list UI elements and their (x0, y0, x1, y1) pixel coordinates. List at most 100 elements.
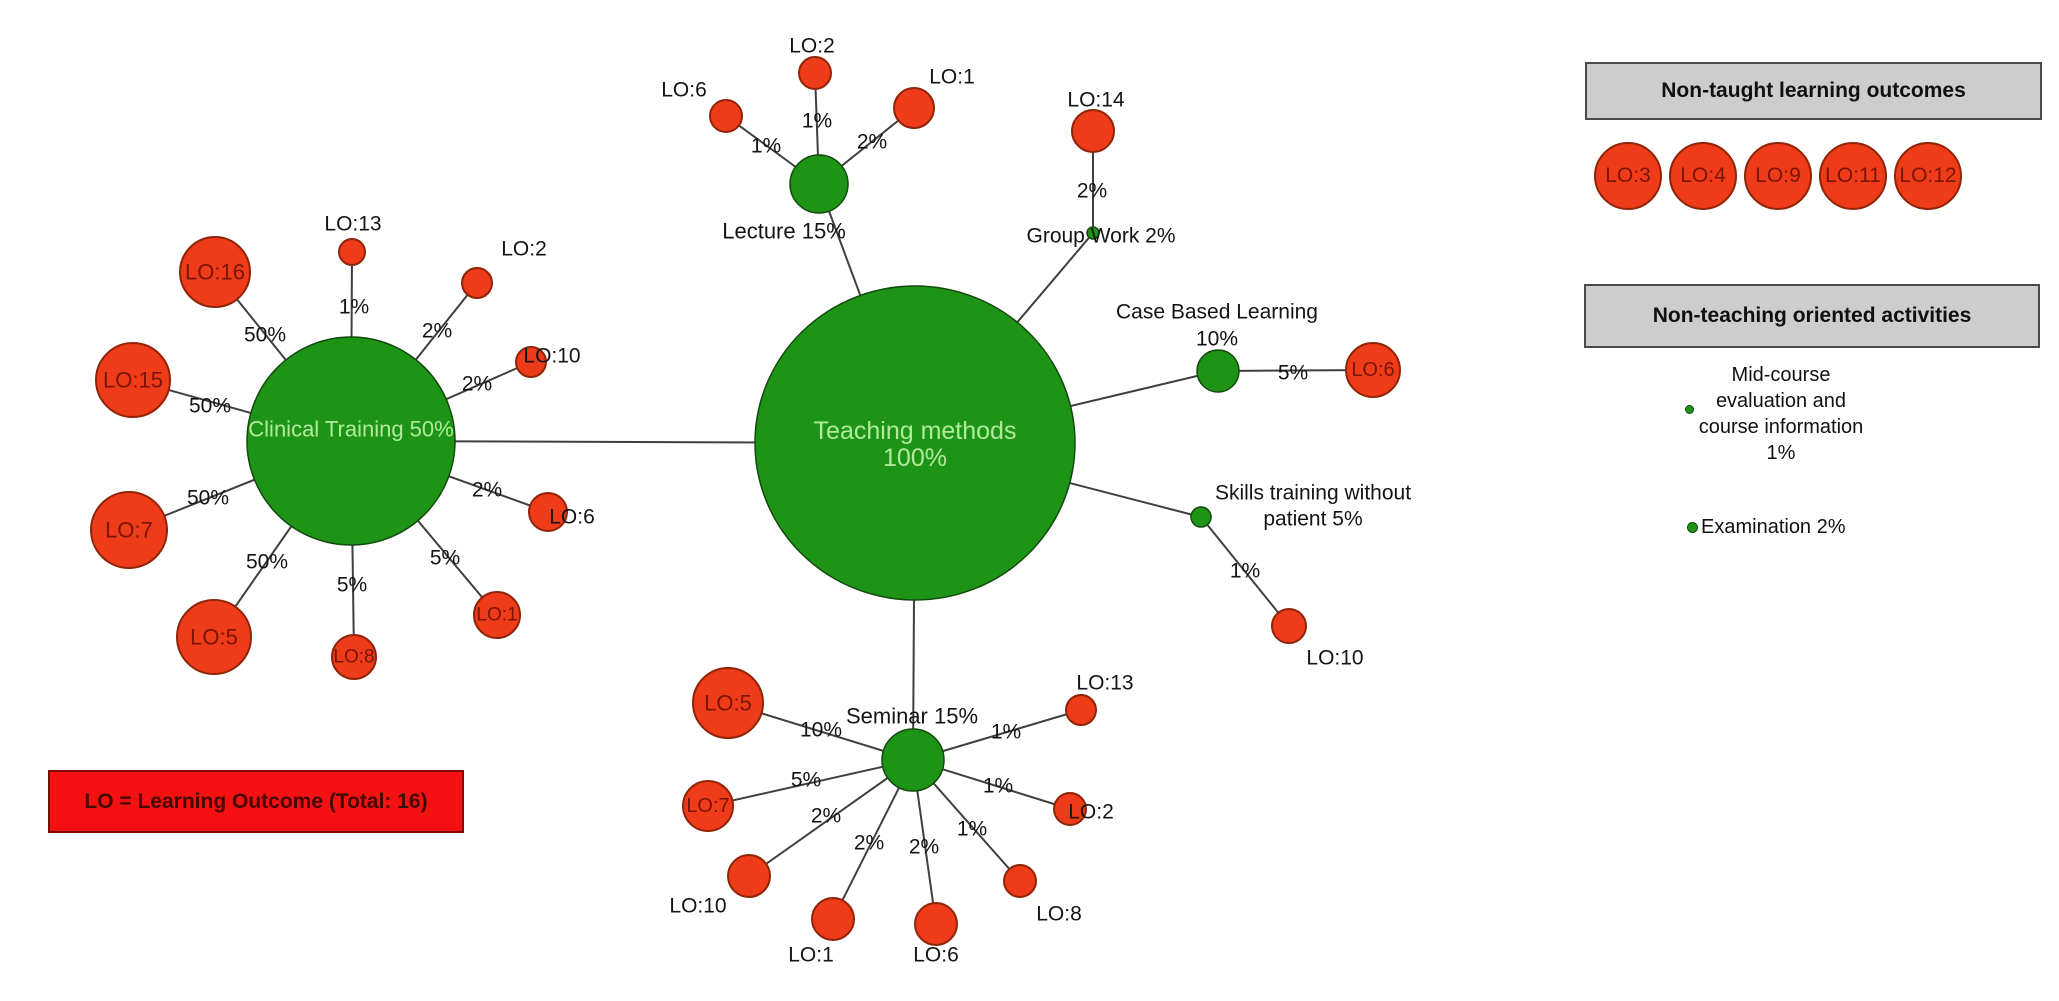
non-taught-header: Non-taught learning outcomes (1585, 62, 2042, 120)
non-taught-header-label: Non-taught learning outcomes (1661, 79, 1966, 102)
node-c10-circle (515, 346, 547, 378)
midcourse-item: Mid-course evaluation and course informa… (1656, 362, 1906, 466)
non-teaching-header: Non-teaching oriented activities (1584, 284, 2040, 348)
node-c2-circle (461, 267, 493, 299)
node-c15-label: LO:15 (103, 368, 163, 393)
node-c1-label: LO:1 (476, 605, 517, 626)
edge-label-seminar-se1: 2% (854, 832, 884, 855)
node-se8-circle (1003, 864, 1037, 898)
edge-label-seminar-se8: 1% (957, 818, 987, 841)
node-se2-label: LO:2 (1068, 801, 1114, 824)
node-c13-circle (338, 238, 366, 266)
node-se13-circle (1065, 694, 1097, 726)
non-taught-outcome: LO:3 (1594, 142, 1662, 210)
node-se5-circle (692, 667, 764, 739)
node-se10-circle (727, 854, 771, 898)
midcourse-bullet-dot-icon (1685, 405, 1694, 414)
edge-label-clinical-c2: 2% (422, 320, 452, 343)
node-l2-circle (798, 56, 832, 90)
non-taught-outcome: LO:11 (1819, 142, 1887, 210)
edge-seminar-se10 (748, 759, 914, 877)
node-se1-label: LO:1 (788, 944, 834, 967)
node-c7-circle (90, 491, 168, 569)
midcourse-line: Mid-course (1731, 364, 1831, 386)
node-se13-label: LO:13 (1076, 672, 1133, 695)
node-cb6-circle (1345, 342, 1401, 398)
edge-label-lecture-l2: 1% (802, 110, 832, 133)
node-teaching-circle (754, 285, 1076, 601)
node-skills-circle (1190, 506, 1212, 528)
node-s10-label: LO:10 (1306, 647, 1363, 670)
non-taught-outcome: LO:9 (1744, 142, 1812, 210)
node-c10-label: LO:10 (523, 345, 580, 368)
node-l1-circle (893, 87, 935, 129)
node-cb6-label: LO:6 (1351, 359, 1394, 381)
node-lecture-circle (789, 154, 849, 214)
node-seminar-label: Seminar 15% (846, 704, 978, 729)
edge-label-seminar-se2: 1% (983, 775, 1013, 798)
node-c15-circle (95, 342, 171, 418)
node-teaching-label: Teaching methods (814, 417, 1017, 445)
node-seminar-circle (881, 728, 945, 792)
edge-label-seminar-se10: 2% (811, 805, 841, 828)
edge-label-clinical-c1: 5% (430, 547, 460, 570)
node-c8-circle (331, 634, 377, 680)
node-c6-circle (528, 492, 568, 532)
edge-seminar-se7 (707, 759, 914, 807)
edge-label-lecture-l6: 1% (751, 135, 781, 158)
node-c16-circle (179, 236, 251, 308)
non-teaching-header-label: Non-teaching oriented activities (1652, 304, 1972, 327)
node-s10-circle (1271, 608, 1307, 644)
node-se6-label: LO:6 (913, 944, 959, 967)
node-skills-label: Skills training without (1215, 482, 1411, 505)
node-cbl-label: Case Based Learning (1116, 301, 1318, 324)
non-taught-outcome: LO:4 (1669, 142, 1737, 210)
node-se10-label: LO:10 (669, 895, 726, 918)
examination-bullet-dot-icon (1687, 521, 1698, 533)
legend-label: LO = Learning Outcome (Total: 16) (84, 789, 428, 813)
edge-label-clinical-c16: 50% (244, 324, 286, 347)
midcourse-line: 1% (1766, 442, 1796, 464)
node-l2-label: LO:2 (789, 35, 835, 58)
node-cbl-circle (1196, 349, 1240, 393)
edge-label-seminar-se6: 2% (909, 836, 939, 859)
node-groupwork-circle (1086, 226, 1100, 240)
node-lecture-label: Lecture 15% (722, 219, 846, 244)
node-se7-circle (682, 780, 734, 832)
node-c1-circle (473, 591, 521, 639)
examination-item: Examination 2% (1687, 514, 1846, 540)
edge-label-clinical-c5: 50% (246, 551, 288, 574)
node-c2-label: LO:2 (501, 238, 547, 261)
edge-label-clinical-c15: 50% (189, 395, 231, 418)
node-c6-label: LO:6 (549, 506, 595, 529)
edge-label-lecture-l1: 2% (857, 131, 887, 154)
node-se5-label: LO:5 (704, 691, 752, 716)
legend-box: LO = Learning Outcome (Total: 16) (48, 770, 464, 833)
node-c7-label: LO:7 (105, 518, 153, 543)
node-se7-label: LO:7 (686, 795, 729, 817)
node-cbl-label: 10% (1196, 328, 1238, 351)
node-c13-label: LO:13 (324, 213, 381, 236)
non-taught-outcomes-row: LO:3 LO:4 LO:9 LO:11 LO:12 (1594, 142, 1962, 210)
node-g14-label: LO:14 (1067, 89, 1125, 112)
edge-label-cbl-cb6: 5% (1278, 362, 1308, 385)
non-taught-outcome: LO:12 (1894, 142, 1962, 210)
node-c5-label: LO:5 (190, 625, 238, 650)
edge-label-clinical-c13: 1% (339, 296, 369, 319)
midcourse-line: course information (1698, 416, 1864, 438)
node-c5-circle (176, 599, 252, 675)
node-teaching-label: 100% (883, 444, 947, 472)
node-l6-circle (709, 99, 743, 133)
node-se2-circle (1053, 792, 1087, 826)
edge-label-skills-s10: 1% (1230, 560, 1260, 583)
node-clinical-circle (246, 336, 456, 546)
node-l6-label: LO:6 (661, 79, 707, 102)
midcourse-line: evaluation and (1715, 390, 1847, 412)
examination-label: Examination 2% (1701, 515, 1846, 538)
node-c16-label: LO:16 (185, 260, 245, 285)
node-c8-label: LO:8 (333, 647, 374, 668)
node-g14-circle (1071, 109, 1115, 153)
edge-label-seminar-se7: 5% (791, 769, 821, 792)
